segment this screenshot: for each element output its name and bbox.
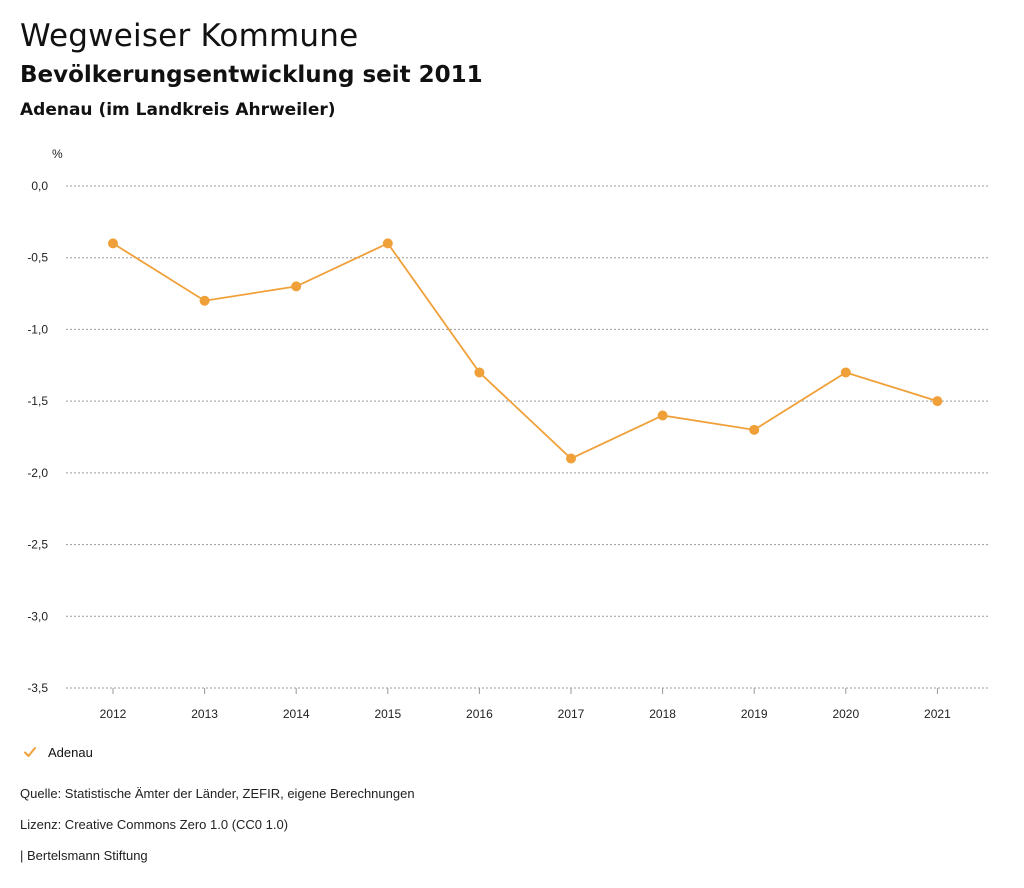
x-tick-label: 2017	[558, 707, 585, 721]
y-tick-label: -3,0	[27, 609, 48, 623]
chart-subtitle: Bevölkerungsentwicklung seit 2011	[20, 62, 483, 88]
x-tick-label: 2016	[466, 707, 493, 721]
data-point[interactable]	[840, 367, 851, 378]
x-tick-label: 2014	[283, 707, 310, 721]
y-tick-label: -1,0	[27, 322, 48, 336]
data-point[interactable]	[749, 424, 760, 435]
checkmark-icon	[24, 747, 36, 757]
data-point[interactable]	[657, 410, 668, 421]
x-tick-label: 2012	[100, 707, 127, 721]
publisher-note: | Bertelsmann Stiftung	[20, 848, 148, 863]
series-line-adenau	[112, 242, 938, 460]
data-point[interactable]	[474, 367, 485, 378]
legend[interactable]: Adenau	[22, 744, 93, 760]
series-layer	[108, 238, 943, 464]
chart-place-label: Adenau (im Landkreis Ahrweiler)	[20, 100, 336, 120]
source-note: Quelle: Statistische Ämter der Länder, Z…	[20, 786, 415, 801]
x-axis-ticks: 2012 2013 2014 2015 2016 2017 2018 2019 2020 2021	[100, 688, 951, 721]
x-tick-label: 2015	[374, 707, 401, 721]
legend-label: Adenau	[48, 744, 93, 760]
chart-header: Wegweiser Kommune Bevölkerungsentwicklun…	[20, 16, 483, 126]
y-axis-ticks: 0,0 -0,5 -1,0 -1,5 -2,0 -2,5 -3,0 -3,5	[27, 179, 48, 695]
y-tick-label: -2,5	[27, 538, 48, 552]
y-tick-label: 0,0	[31, 179, 48, 193]
y-tick-label: -1,5	[27, 394, 48, 408]
y-axis-unit-label: %	[52, 147, 63, 161]
x-tick-label: 2021	[924, 707, 951, 721]
x-tick-label: 2013	[191, 707, 218, 721]
license-note: Lizenz: Creative Commons Zero 1.0 (CC0 1…	[20, 817, 289, 832]
data-point[interactable]	[566, 453, 576, 464]
x-tick-label: 2020	[832, 707, 859, 721]
data-point[interactable]	[199, 295, 210, 306]
data-point[interactable]	[108, 238, 118, 249]
x-tick-label: 2018	[649, 707, 676, 721]
grid-layer	[66, 185, 990, 689]
y-tick-label: -3,5	[27, 681, 48, 695]
page-title: Wegweiser Kommune	[20, 18, 359, 54]
y-tick-label: -0,5	[27, 251, 48, 265]
data-point[interactable]	[932, 396, 943, 407]
x-tick-label: 2019	[741, 707, 768, 721]
data-point[interactable]	[382, 238, 393, 249]
data-point[interactable]	[291, 281, 302, 292]
y-tick-label: -2,0	[27, 466, 48, 480]
